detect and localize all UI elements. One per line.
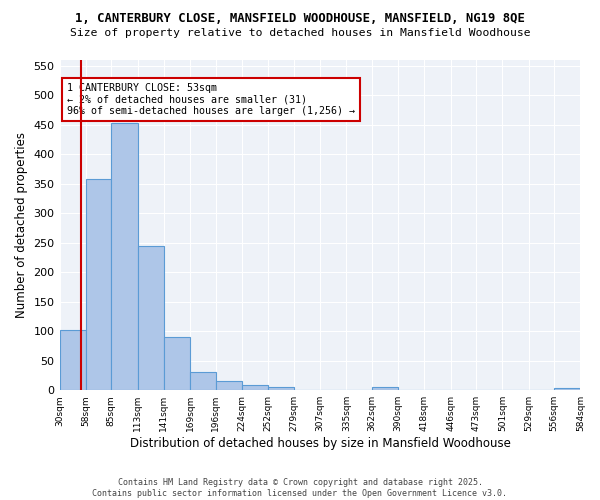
Bar: [59, 330, 86, 390]
Bar: [215, 382, 242, 390]
Bar: [554, 388, 580, 390]
Bar: [242, 385, 268, 390]
Bar: [164, 337, 190, 390]
Text: Size of property relative to detached houses in Mansfield Woodhouse: Size of property relative to detached ho…: [70, 28, 530, 38]
Bar: [372, 388, 398, 390]
Bar: [268, 388, 293, 390]
Bar: [190, 372, 215, 390]
Text: 1 CANTERBURY CLOSE: 53sqm
← 2% of detached houses are smaller (31)
96% of semi-d: 1 CANTERBURY CLOSE: 53sqm ← 2% of detach…: [67, 83, 355, 116]
Bar: [86, 179, 111, 390]
X-axis label: Distribution of detached houses by size in Mansfield Woodhouse: Distribution of detached houses by size …: [130, 437, 511, 450]
Y-axis label: Number of detached properties: Number of detached properties: [15, 132, 28, 318]
Bar: [111, 123, 137, 390]
Text: 1, CANTERBURY CLOSE, MANSFIELD WOODHOUSE, MANSFIELD, NG19 8QE: 1, CANTERBURY CLOSE, MANSFIELD WOODHOUSE…: [75, 12, 525, 26]
Text: Contains HM Land Registry data © Crown copyright and database right 2025.
Contai: Contains HM Land Registry data © Crown c…: [92, 478, 508, 498]
Bar: [137, 246, 164, 390]
